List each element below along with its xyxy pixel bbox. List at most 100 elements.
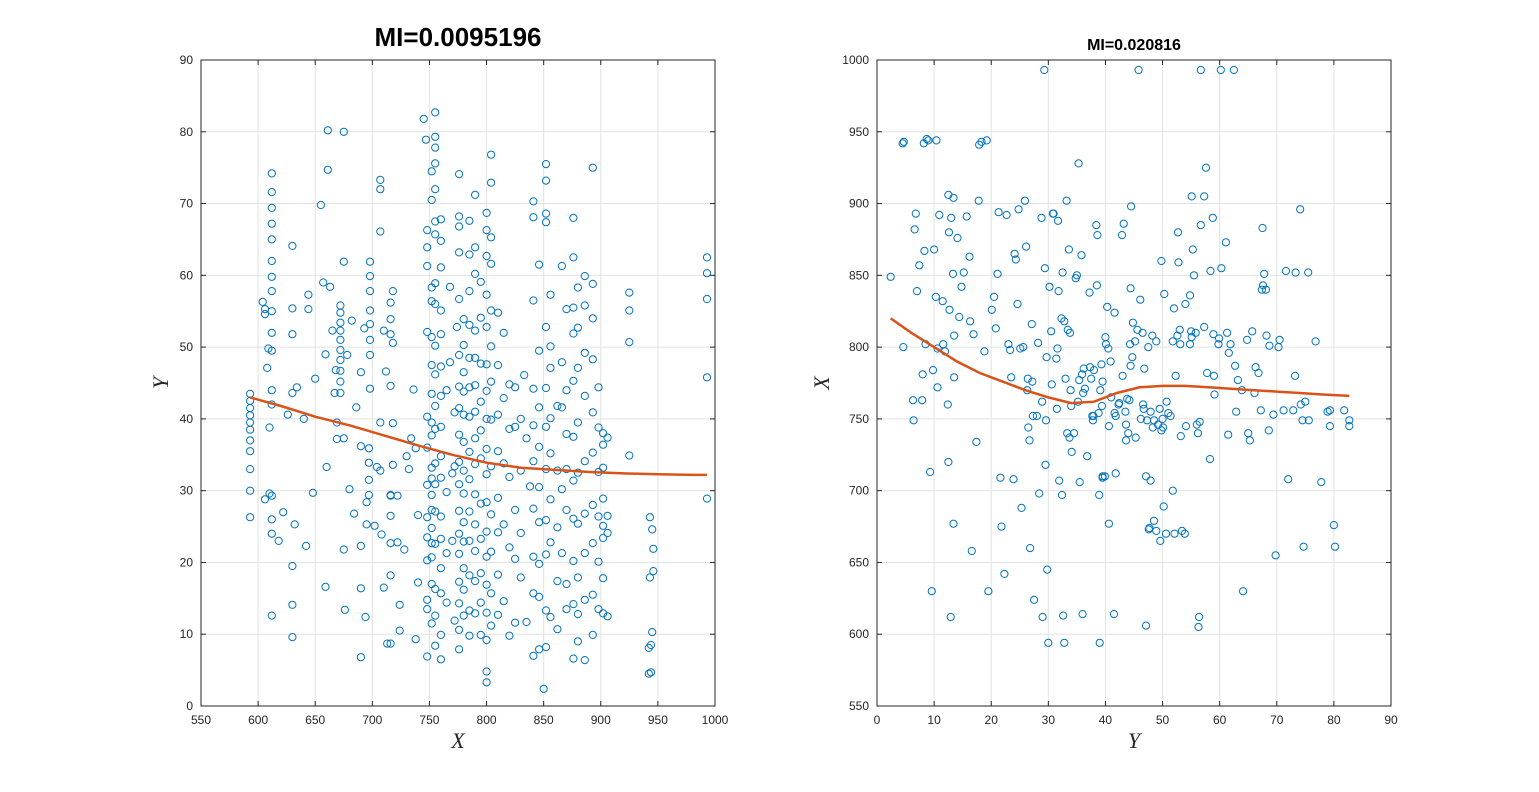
right-data-point [980,347,989,356]
left-data-point [427,389,436,398]
left-data-point [569,654,578,663]
left-data-point [267,287,276,296]
left-data-point [546,414,555,423]
left-data-point [260,495,270,504]
right-data-point [933,344,942,353]
left-data-point [569,556,578,566]
left-data-point [476,359,485,368]
right-data-point [1117,231,1127,240]
left-data-point [455,404,464,413]
left-y-tick-label: 30 [180,484,194,498]
left-data-point [569,476,578,485]
left-data-point [465,412,474,421]
left-data-point [319,278,328,287]
right-data-point [1060,317,1069,326]
left-data-point [459,387,468,396]
right-data-point [1304,416,1313,425]
left-data-point [442,488,451,497]
left-data-point [471,353,480,362]
left-data-point [267,328,276,337]
right-y-axis-label: X [809,375,834,391]
left-data-point [557,403,567,412]
left-data-point [599,609,608,618]
left-data-point [431,459,440,468]
left-data-point [535,442,544,451]
left-data-point [580,272,589,281]
left-x-axis-label: X [450,728,466,753]
left-data-point [599,440,608,449]
right-data-point [1060,638,1069,647]
left-data-point [569,376,578,385]
left-data-point [413,578,423,587]
right-data-point [955,312,964,322]
left-data-point [465,383,474,392]
right-data-point [1096,386,1105,395]
left-data-point [427,167,436,176]
right-data-point [1193,429,1203,438]
left-data-point [493,610,503,619]
left-data-point [569,600,578,609]
right-data-point [1275,335,1284,344]
left-y-tick-label: 50 [180,340,194,354]
right-data-point [966,317,975,326]
right-y-tick-label: 850 [849,268,869,282]
right-data-point [1131,337,1140,346]
left-data-point [393,538,402,547]
right-data-point [1043,565,1052,574]
left-data-point [465,507,474,516]
left-data-point [409,385,418,394]
right-data-point [1226,340,1235,349]
right-data-point [1032,411,1042,421]
left-data-point [330,388,339,398]
right-data-point [1069,429,1079,438]
left-data-point [476,569,485,578]
right-data-point [927,587,936,596]
left-y-tick-label: 70 [180,197,194,211]
right-data-point [1041,416,1051,425]
right-data-point [1110,308,1119,317]
right-data-point [1106,357,1115,366]
left-data-point [471,326,480,335]
right-data-point [1289,406,1298,415]
left-data-point [625,288,634,297]
left-data-point [436,391,445,400]
left-data-point [336,326,345,335]
left-data-point [505,424,514,433]
right-data-point [1284,475,1293,484]
right-data-point [1195,417,1204,426]
left-data-point [267,346,276,355]
left-data-point [580,391,589,400]
left-data-point [482,667,491,676]
right-data-point [1136,295,1145,304]
right-data-point [1325,406,1335,415]
left-data-point [599,429,608,438]
left-data-point [448,469,457,478]
left-data-point [465,353,474,362]
left-data-point [471,381,480,390]
left-data-point [431,159,440,168]
left-data-point [427,195,436,205]
left-data-point [423,556,432,565]
left-data-point [459,585,468,594]
left-data-point [377,530,386,539]
left-data-point [465,571,474,580]
left-data-point [546,538,555,547]
right-data-point [1078,610,1087,619]
left-data-point [379,326,388,335]
right-data-point [915,261,924,270]
left-x-tick-label: 950 [648,713,668,727]
left-data-point [465,536,474,546]
left-data-point [644,643,653,653]
left-data-point [340,605,349,614]
right-data-point [1146,407,1155,416]
left-data-point [644,669,653,678]
right-data-point [1159,423,1168,432]
left-data-point [322,462,331,472]
right-data-point [1144,343,1153,352]
left-data-point [465,320,474,329]
left-data-point [573,573,583,582]
left-data-point [388,419,397,428]
left-data-point [436,215,445,224]
right-points [886,65,1354,647]
right-data-point [1121,420,1131,429]
